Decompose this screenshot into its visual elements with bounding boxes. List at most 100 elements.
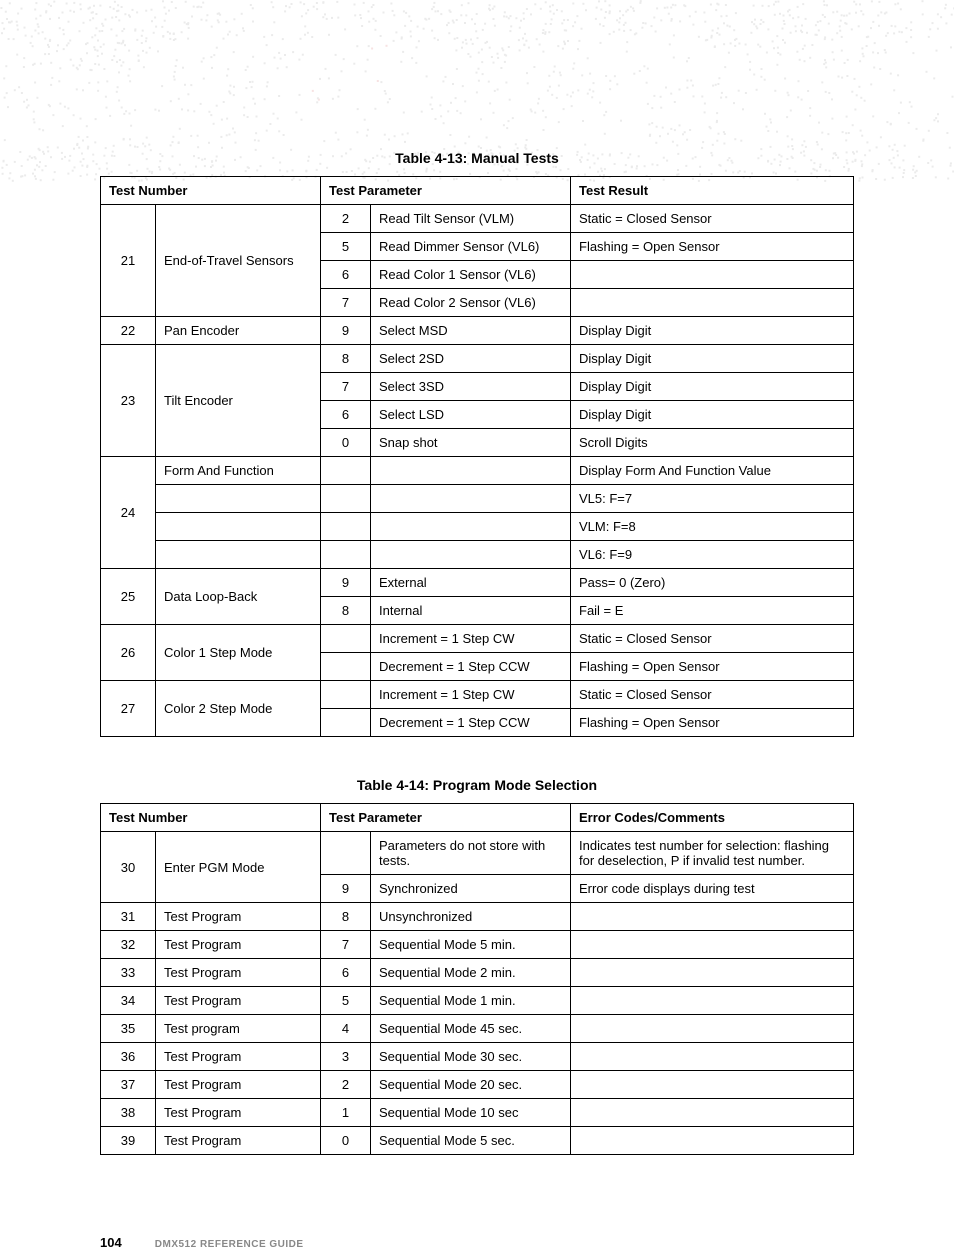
result-text: [571, 1127, 854, 1155]
param-number: 8: [321, 597, 371, 625]
param-number: [321, 485, 371, 513]
test-name: Enter PGM Mode: [156, 832, 321, 903]
param-text: Sequential Mode 10 sec: [371, 1099, 571, 1127]
param-text: Sequential Mode 20 sec.: [371, 1071, 571, 1099]
book-title: DMX512 REFERENCE GUIDE: [155, 1239, 304, 1250]
test-number: 34: [101, 987, 156, 1015]
test-number: 26: [101, 625, 156, 681]
param-text: Unsynchronized: [371, 903, 571, 931]
param-number: 7: [321, 931, 371, 959]
test-number: 33: [101, 959, 156, 987]
result-text: Display Form And Function Value: [571, 457, 854, 485]
param-number: [321, 709, 371, 737]
test-number: 32: [101, 931, 156, 959]
param-number: [321, 513, 371, 541]
test-name: Test Program: [156, 959, 321, 987]
param-text: Sequential Mode 30 sec.: [371, 1043, 571, 1071]
result-text: Fail = E: [571, 597, 854, 625]
test-name-blank: [156, 541, 321, 569]
test-number: 22: [101, 317, 156, 345]
test-name: Test Program: [156, 1071, 321, 1099]
header-test-parameter: Test Parameter: [321, 177, 571, 205]
header-error-codes: Error Codes/Comments: [571, 804, 854, 832]
param-number: [321, 653, 371, 681]
test-name: Color 2 Step Mode: [156, 681, 321, 737]
table-414-caption: Table 4-14: Program Mode Selection: [100, 777, 854, 793]
param-number: 5: [321, 233, 371, 261]
param-number: [321, 681, 371, 709]
result-text: Flashing = Open Sensor: [571, 653, 854, 681]
result-text: Flashing = Open Sensor: [571, 709, 854, 737]
table-row: 22Pan Encoder9Select MSDDisplay Digit: [101, 317, 854, 345]
param-text: Increment = 1 Step CW: [371, 681, 571, 709]
table-header-row: Test Number Test Parameter Error Codes/C…: [101, 804, 854, 832]
param-text: Sequential Mode 5 min.: [371, 931, 571, 959]
param-number: 7: [321, 373, 371, 401]
param-text: Snap shot: [371, 429, 571, 457]
result-text: Display Digit: [571, 345, 854, 373]
table-row: 38Test Program1Sequential Mode 10 sec: [101, 1099, 854, 1127]
param-text: Select MSD: [371, 317, 571, 345]
table-row: 31Test Program8Unsynchronized: [101, 903, 854, 931]
param-text: External: [371, 569, 571, 597]
test-number: 24: [101, 457, 156, 569]
test-name: Test program: [156, 1015, 321, 1043]
param-number: 6: [321, 401, 371, 429]
result-text: [571, 1043, 854, 1071]
param-text: [371, 485, 571, 513]
page-content: Table 4-13: Manual Tests Test Number Tes…: [0, 0, 954, 1235]
test-name: End-of-Travel Sensors: [156, 205, 321, 317]
table-row: VLM: F=8: [101, 513, 854, 541]
table-413-caption: Table 4-13: Manual Tests: [100, 150, 854, 166]
test-name: Test Program: [156, 931, 321, 959]
param-text: Sequential Mode 1 min.: [371, 987, 571, 1015]
param-text: [371, 457, 571, 485]
param-number: 7: [321, 289, 371, 317]
param-text: Read Tilt Sensor (VLM): [371, 205, 571, 233]
table-row: 25Data Loop-Back9ExternalPass= 0 (Zero): [101, 569, 854, 597]
table-row: 30Enter PGM ModeParameters do not store …: [101, 832, 854, 875]
test-number: 35: [101, 1015, 156, 1043]
table-414: Test Number Test Parameter Error Codes/C…: [100, 803, 854, 1155]
table-row: 23Tilt Encoder8Select 2SDDisplay Digit: [101, 345, 854, 373]
test-number: 27: [101, 681, 156, 737]
table-row: VL6: F=9: [101, 541, 854, 569]
result-text: Scroll Digits: [571, 429, 854, 457]
param-text: Parameters do not store with tests.: [371, 832, 571, 875]
test-number: 23: [101, 345, 156, 457]
table-header-row: Test Number Test Parameter Test Result: [101, 177, 854, 205]
test-number: 38: [101, 1099, 156, 1127]
param-number: 9: [321, 569, 371, 597]
test-name-blank: [156, 485, 321, 513]
param-number: 2: [321, 205, 371, 233]
param-text: Synchronized: [371, 875, 571, 903]
result-text: [571, 987, 854, 1015]
param-number: 5: [321, 987, 371, 1015]
param-number: [321, 541, 371, 569]
table-413: Test Number Test Parameter Test Result 2…: [100, 176, 854, 737]
header-test-parameter: Test Parameter: [321, 804, 571, 832]
param-text: Increment = 1 Step CW: [371, 625, 571, 653]
page-footer: 104 DMX512 REFERENCE GUIDE: [0, 1235, 954, 1250]
param-text: [371, 541, 571, 569]
param-number: [321, 625, 371, 653]
test-name: Form And Function: [156, 457, 321, 485]
test-name: Test Program: [156, 1099, 321, 1127]
page-number: 104: [100, 1235, 122, 1250]
result-text: Error code displays during test: [571, 875, 854, 903]
test-name-blank: [156, 513, 321, 541]
table-row: 26Color 1 Step ModeIncrement = 1 Step CW…: [101, 625, 854, 653]
param-number: 8: [321, 345, 371, 373]
test-name: Test Program: [156, 1127, 321, 1155]
param-number: 8: [321, 903, 371, 931]
param-number: 9: [321, 875, 371, 903]
header-test-number: Test Number: [101, 804, 321, 832]
header-test-result: Test Result: [571, 177, 854, 205]
param-number: 0: [321, 429, 371, 457]
param-text: Select LSD: [371, 401, 571, 429]
param-text: Read Color 2 Sensor (VL6): [371, 289, 571, 317]
param-text: Sequential Mode 5 sec.: [371, 1127, 571, 1155]
param-text: Sequential Mode 45 sec.: [371, 1015, 571, 1043]
test-name: Tilt Encoder: [156, 345, 321, 457]
param-number: 6: [321, 261, 371, 289]
